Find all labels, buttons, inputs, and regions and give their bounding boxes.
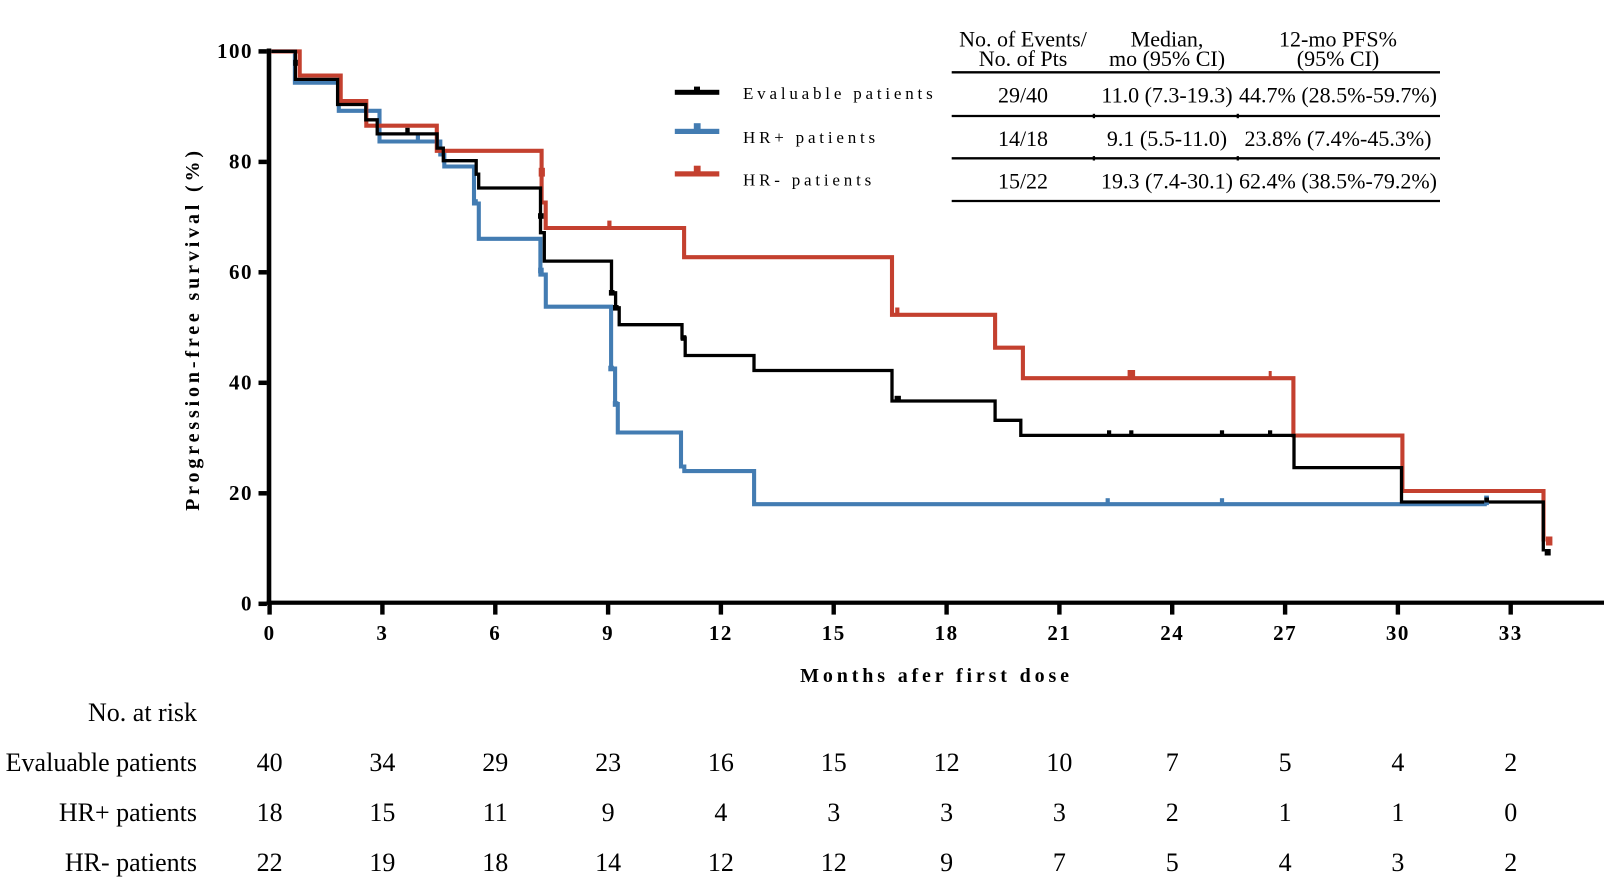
- svg-text:14/18: 14/18: [998, 126, 1048, 151]
- svg-text:18: 18: [935, 621, 959, 645]
- svg-text:Evaluable patients: Evaluable patients: [743, 84, 937, 103]
- svg-text:Median,: Median,: [1131, 27, 1204, 52]
- svg-text:9: 9: [940, 848, 953, 877]
- svg-text:60: 60: [229, 260, 253, 284]
- svg-text:4: 4: [1279, 848, 1292, 877]
- svg-text:11: 11: [483, 798, 508, 827]
- svg-text:0: 0: [1504, 798, 1517, 827]
- svg-text:No. at risk: No. at risk: [88, 698, 197, 727]
- svg-text:5: 5: [1166, 848, 1179, 877]
- svg-text:No. of Events/: No. of Events/: [959, 27, 1088, 52]
- svg-text:HR+ patients: HR+ patients: [743, 128, 879, 147]
- svg-text:15/22: 15/22: [998, 168, 1048, 193]
- svg-text:3: 3: [1391, 848, 1404, 877]
- svg-text:16: 16: [708, 748, 734, 777]
- svg-text:10: 10: [1046, 748, 1072, 777]
- svg-text:0: 0: [264, 621, 276, 645]
- svg-text:3: 3: [940, 798, 953, 827]
- svg-text:9: 9: [602, 621, 614, 645]
- svg-text:24: 24: [1160, 621, 1184, 645]
- svg-text:2: 2: [1166, 798, 1179, 827]
- svg-text:9: 9: [602, 798, 615, 827]
- svg-text:4: 4: [714, 798, 727, 827]
- svg-text:12: 12: [934, 748, 960, 777]
- svg-text:18: 18: [257, 798, 283, 827]
- svg-text:9.1 (5.5-11.0): 9.1 (5.5-11.0): [1107, 126, 1227, 151]
- svg-text:0: 0: [241, 592, 253, 616]
- svg-text:23.8% (7.4%-45.3%): 23.8% (7.4%-45.3%): [1245, 126, 1432, 151]
- svg-text:100: 100: [217, 39, 253, 63]
- svg-text:1: 1: [1391, 798, 1404, 827]
- svg-text:18: 18: [482, 848, 508, 877]
- svg-text:44.7% (28.5%-59.7%): 44.7% (28.5%-59.7%): [1239, 83, 1437, 108]
- svg-text:29: 29: [482, 748, 508, 777]
- svg-text:62.4% (38.5%-79.2%): 62.4% (38.5%-79.2%): [1239, 168, 1437, 193]
- svg-text:40: 40: [229, 371, 253, 395]
- svg-text:2: 2: [1504, 748, 1517, 777]
- svg-text:80: 80: [229, 150, 253, 174]
- svg-text:34: 34: [369, 748, 395, 777]
- svg-text:(95% CI): (95% CI): [1297, 46, 1379, 71]
- svg-text:15: 15: [822, 621, 846, 645]
- svg-text:33: 33: [1499, 621, 1523, 645]
- svg-text:14: 14: [595, 848, 621, 877]
- svg-text:6: 6: [489, 621, 501, 645]
- svg-text:3: 3: [376, 621, 388, 645]
- svg-text:21: 21: [1047, 621, 1071, 645]
- svg-text:HR- patients: HR- patients: [743, 171, 875, 190]
- svg-text:5: 5: [1279, 748, 1292, 777]
- svg-text:30: 30: [1386, 621, 1410, 645]
- svg-text:12-mo PFS%: 12-mo PFS%: [1279, 27, 1397, 52]
- svg-text:12: 12: [708, 848, 734, 877]
- svg-text:12: 12: [709, 621, 733, 645]
- svg-text:Evaluable patients: Evaluable patients: [6, 748, 197, 777]
- svg-text:2: 2: [1504, 848, 1517, 877]
- svg-text:19: 19: [369, 848, 395, 877]
- svg-text:29/40: 29/40: [998, 83, 1048, 108]
- svg-text:No. of Pts: No. of Pts: [979, 46, 1068, 71]
- svg-text:11.0 (7.3-19.3): 11.0 (7.3-19.3): [1101, 83, 1232, 108]
- svg-text:7: 7: [1053, 848, 1066, 877]
- svg-text:HR- patients: HR- patients: [65, 848, 197, 877]
- svg-text:27: 27: [1273, 621, 1297, 645]
- svg-text:Progression-free survival (%): Progression-free survival (%): [182, 147, 204, 511]
- svg-text:15: 15: [821, 748, 847, 777]
- svg-text:12: 12: [821, 848, 847, 877]
- svg-text:15: 15: [369, 798, 395, 827]
- svg-text:1: 1: [1279, 798, 1292, 827]
- svg-text:HR+ patients: HR+ patients: [59, 798, 197, 827]
- svg-text:40: 40: [257, 748, 283, 777]
- svg-text:3: 3: [827, 798, 840, 827]
- svg-text:23: 23: [595, 748, 621, 777]
- svg-text:19.3 (7.4-30.1): 19.3 (7.4-30.1): [1101, 168, 1233, 193]
- svg-text:mo (95% CI): mo (95% CI): [1109, 46, 1225, 71]
- svg-text:22: 22: [257, 848, 283, 877]
- svg-text:3: 3: [1053, 798, 1066, 827]
- svg-text:4: 4: [1391, 748, 1404, 777]
- svg-text:Months afer first dose: Months afer first dose: [800, 665, 1073, 687]
- svg-text:7: 7: [1166, 748, 1179, 777]
- svg-text:20: 20: [229, 481, 253, 505]
